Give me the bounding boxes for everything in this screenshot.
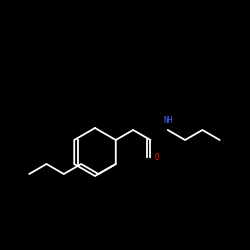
Text: NH: NH	[163, 116, 172, 125]
Text: O: O	[155, 152, 160, 162]
